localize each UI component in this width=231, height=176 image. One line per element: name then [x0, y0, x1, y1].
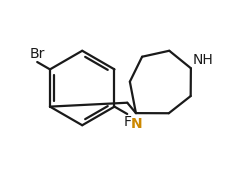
Text: NH: NH: [192, 52, 213, 67]
Text: N: N: [131, 117, 142, 131]
Text: F: F: [123, 115, 131, 129]
Text: Br: Br: [29, 47, 45, 61]
